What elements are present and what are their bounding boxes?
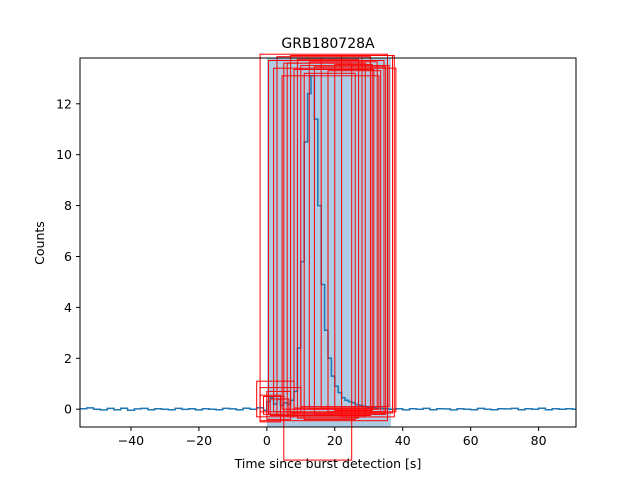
overlay-box-0 (259, 53, 389, 422)
overlay-box-11 (308, 61, 378, 410)
overlay-box-8 (296, 58, 360, 419)
overlay-box-17 (283, 62, 353, 461)
y-axis: 0 2 4 6 8 10 12 (56, 96, 80, 417)
y-tick-label: 8 (64, 198, 72, 213)
overlay-box-9 (300, 65, 390, 408)
y-tick-label: 6 (64, 249, 72, 264)
overlay-box-12 (313, 66, 387, 415)
chart-title: GRB180728A (281, 36, 375, 52)
plot-frame (79, 57, 577, 428)
x-tick-label: −20 (186, 433, 212, 448)
x-tick-label: 0 (263, 433, 271, 448)
overlay-box-21 (266, 390, 292, 420)
overlay-box-3 (276, 56, 371, 416)
plot-content (80, 53, 576, 461)
overlay-box-10 (303, 72, 356, 420)
overlay-box-20 (263, 396, 285, 415)
overlay-box-16 (341, 55, 395, 418)
overlay-box-18 (256, 380, 295, 418)
y-tick-label: 12 (56, 96, 72, 111)
x-tick-label: 40 (395, 433, 411, 448)
overlay-box-23 (259, 394, 282, 423)
y-tick-label: 0 (64, 402, 72, 417)
overlay-box-22 (269, 398, 290, 416)
x-axis-label: Time since burst detection [s] (234, 456, 422, 471)
x-tick-label: −40 (118, 433, 144, 448)
x-axis: −40 −20 0 20 40 60 80 (118, 427, 547, 448)
y-tick-label: 2 (64, 351, 72, 366)
x-tick-label: 60 (463, 433, 479, 448)
y-axis-label: Counts (32, 221, 47, 265)
x-tick-label: 20 (327, 433, 343, 448)
x-tick-label: 80 (531, 433, 547, 448)
overlay-box-14 (327, 70, 382, 413)
overlay-box-15 (334, 63, 373, 412)
y-tick-label: 4 (64, 300, 72, 315)
series-line-0 (80, 75, 576, 411)
y-tick-label: 10 (56, 147, 72, 162)
